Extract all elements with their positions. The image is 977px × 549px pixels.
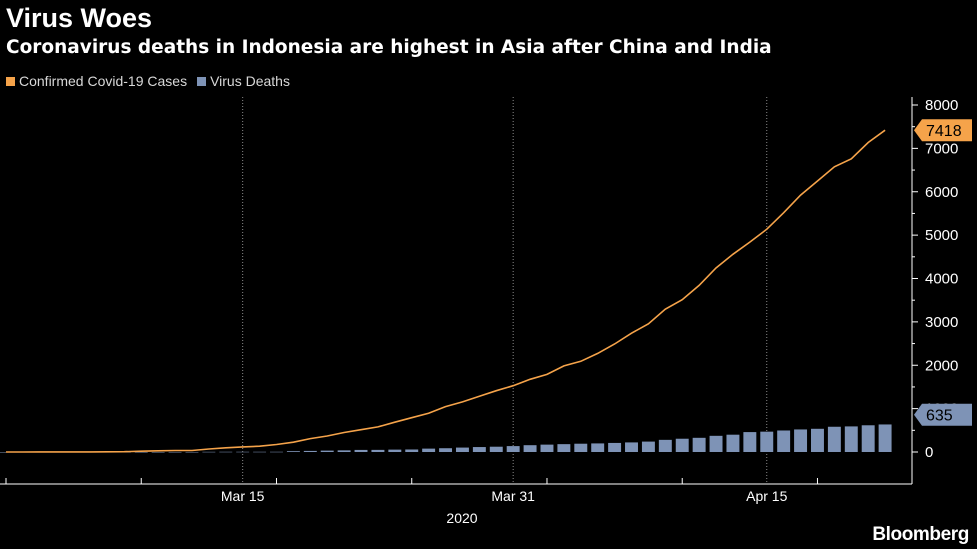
legend-label-cases: Confirmed Covid-19 Cases [19,73,188,89]
bar-virus-deaths [861,425,875,452]
bar-virus-deaths [185,451,199,453]
bar-virus-deaths [658,439,672,452]
end-label-cases-shape [914,119,972,142]
x-year-label: 2020 [446,510,477,526]
bar-virus-deaths [236,451,250,453]
bar-virus-deaths [506,446,520,452]
bar-virus-deaths [151,452,165,453]
bar-virus-deaths [675,438,689,452]
bar-virus-deaths [134,452,148,453]
end-label-deaths-text: 635 [926,408,953,425]
bar-virus-deaths [844,426,858,452]
bar-virus-deaths [523,445,537,452]
bar-virus-deaths [811,428,824,452]
bar-virus-deaths [777,430,791,452]
y-tick-label: 6000 [925,184,958,201]
bar-virus-deaths [709,435,723,452]
chart-subtitle: Coronavirus deaths in Indonesia are high… [6,37,772,58]
bar-virus-deaths [608,442,622,452]
y-tick-label: 4000 [925,271,958,288]
x-tick-label: Apr 15 [746,488,787,504]
y-tick-label: 7000 [925,140,958,157]
bar-virus-deaths [439,448,453,452]
line-confirmed-cases [6,129,886,453]
end-label-deaths-shape [914,403,972,426]
bar-virus-deaths [320,450,334,452]
y-tick-label: 0 [925,444,933,461]
bar-virus-deaths [455,447,469,452]
y-tick-label: 3000 [925,314,958,331]
bar-virus-deaths [422,448,436,452]
bar-virus-deaths [253,451,267,453]
legend-label-deaths: Virus Deaths [210,73,290,89]
y-tick-label: 8000 [925,97,958,114]
bar-virus-deaths [540,444,554,452]
legend-item-cases: Confirmed Covid-19 Cases [6,73,187,89]
legend-item-deaths: Virus Deaths [197,73,290,89]
y-tick-label: 2000 [925,357,958,374]
bar-virus-deaths [337,450,351,452]
bar-virus-deaths [794,429,808,452]
bloomberg-logo: Bloomberg [872,524,969,545]
bar-virus-deaths [270,451,283,453]
bar-virus-deaths [202,451,216,453]
bar-virus-deaths [692,437,706,452]
bar-virus-deaths [574,443,588,452]
x-tick-label: Mar 31 [491,488,535,504]
bar-virus-deaths [405,449,419,452]
bar-virus-deaths [489,446,503,452]
bar-virus-deaths [557,444,571,452]
bar-virus-deaths [371,449,385,452]
bar-virus-deaths [878,424,892,452]
legend-swatch-deaths [197,76,207,86]
bar-virus-deaths [743,432,757,452]
bar-virus-deaths [726,434,740,452]
bar-virus-deaths [591,443,605,452]
bar-virus-deaths [641,441,655,452]
bar-virus-deaths [827,426,841,452]
bar-virus-deaths [354,449,368,452]
bar-virus-deaths [760,431,774,452]
bar-virus-deaths [625,442,638,452]
x-tick-label: Mar 15 [221,488,265,504]
y-tick-label: 5000 [925,227,958,244]
bar-virus-deaths [472,447,486,452]
bar-virus-deaths [286,451,300,452]
end-label-cases: 7418 [914,119,972,142]
bar-virus-deaths [388,449,402,452]
legend-swatch-cases [6,76,15,86]
end-label-deaths: 635 [914,403,972,426]
bar-virus-deaths [219,451,233,453]
end-label-cases-text: 7418 [926,123,962,140]
bar-virus-deaths [168,451,182,453]
chart-title: Virus Woes [6,3,153,33]
bar-virus-deaths [303,450,317,452]
legend: Confirmed Covid-19 Cases Virus Deaths [6,73,290,89]
